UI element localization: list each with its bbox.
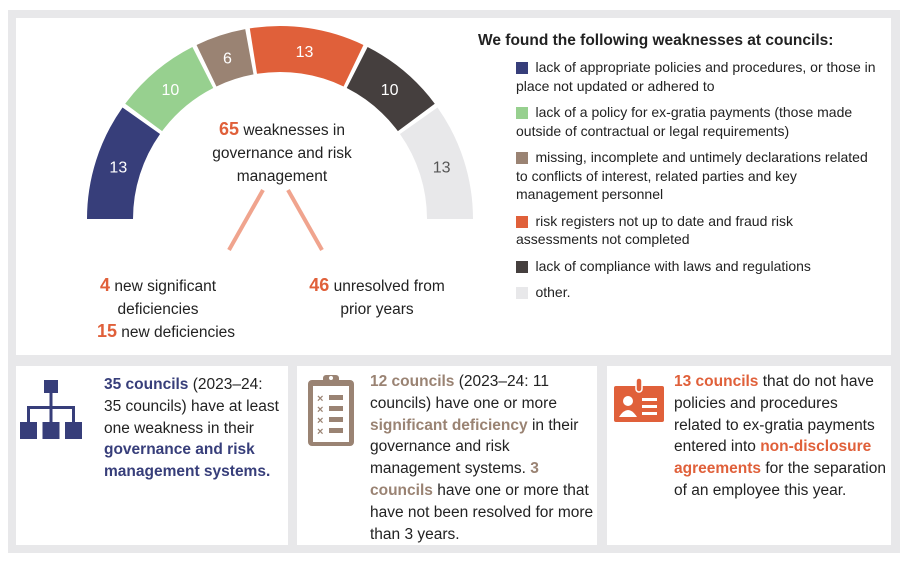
legend-label: risk registers not up to date and fraud … [516,212,794,248]
connector-line-right [286,189,324,251]
legend-swatch [516,152,528,164]
legend-label: lack of a policy for ex-gratia payments … [516,104,853,139]
legend-item: missing, incomplete and untimely declara… [478,148,878,204]
card-significant-deficiency: × × × × 12 councils (2023–24: 11 councils) … [297,366,597,545]
gauge-chart: 13 10 6 13 10 13 [87,25,473,219]
svg-text:×: × [317,415,323,427]
legend-swatch [516,260,528,273]
svg-text:×: × [317,393,323,405]
highlight: governance and risk management systems. [104,441,271,481]
legend-label: other. [535,284,571,300]
legend-item: lack of a policy for ex-gratia payments … [478,103,878,140]
text: in their governance and risk management … [370,416,579,478]
card-non-disclosure: 13 councils that do not have policies an… [607,366,891,545]
total-value: 65 [218,119,240,139]
legend-label: lack of compliance with laws and regulat… [535,257,811,274]
svg-text:×: × [317,426,323,438]
legend-swatch [516,215,528,228]
org-chart-icon [20,380,82,439]
highlight: significant deficiency [370,416,528,434]
value: 46 [309,275,330,295]
gauge-segment-label: 13 [109,159,127,176]
gauge-segment-label: 13 [433,159,451,176]
highlight: 12 councils [370,373,455,390]
highlight: 35 councils [104,376,189,393]
text: (2023–24: 11 councils) have one or more [370,373,557,412]
card-text: 12 councils (2023–24: 11 councils) have … [370,371,595,545]
gauge-segment [125,47,214,132]
total-text: weaknesses in governance and risk manage… [212,122,352,185]
new-significant: 4 new significant deficiencies [78,274,238,321]
legend-label: missing, incomplete and untimely declara… [516,149,868,202]
text: new deficiencies [121,324,236,341]
gauge-segment-label: 13 [296,44,314,61]
gauge-segment [87,107,161,219]
legend-label: lack of appropriate policies and procedu… [516,59,876,94]
gauge-segment [196,29,254,87]
text: have one or more that have not been reso… [370,481,594,543]
text: that do not have policies and procedures… [674,373,875,456]
text: for the separation of an employee this y… [674,460,886,499]
card-councils-weakness: 35 councils (2023–24: 35 councils) have … [16,366,288,545]
value: 15 [96,321,117,341]
gauge-segment-label: 10 [381,82,399,99]
legend-swatch [516,107,528,119]
legend-item: risk registers not up to date and fraud … [478,212,878,249]
legend-swatch [516,62,528,74]
connector-lines [227,189,324,251]
legend: We found the following weaknesses at cou… [478,32,878,310]
highlight: 3 councils [370,460,539,499]
gauge-segment [249,25,364,87]
gauge-panel: 13 10 6 13 10 13 65 weaknesses in governance … [16,18,891,355]
text: (2023–24: 35 councils) have at least one… [104,376,279,437]
legend-item: lack of appropriate policies and procedu… [478,58,878,95]
card-text: 13 councils that do not have policies an… [674,371,889,502]
highlight: 13 councils [674,373,759,390]
new-deficiencies: 15 new deficiencies [71,320,261,344]
text: new significant deficiencies [114,278,216,318]
card-text: 35 councils (2023–24: 35 councils) have … [104,374,284,483]
legend-swatch [516,287,528,299]
value: 4 [100,275,111,295]
legend-title: We found the following weaknesses at cou… [478,32,834,49]
gauge-segment [346,47,435,132]
legend-item: lack of compliance with laws and regulat… [478,257,878,276]
gauge-segment-label: 10 [161,82,179,99]
svg-text:×: × [317,404,323,416]
connector-line-left [227,189,265,251]
unresolved: 46 unresolved from prior years [292,274,462,321]
highlight: non-disclosure agreements [674,438,872,478]
legend-item: other. [478,283,878,302]
gauge-segment-label: 6 [223,50,232,67]
text: unresolved from prior years [333,278,445,318]
total-label: 65 weaknesses in governance and risk man… [202,118,362,188]
id-badge-icon [614,377,664,422]
clipboard-checklist-icon: ×××× [308,375,354,446]
gauge-segment [399,107,473,219]
